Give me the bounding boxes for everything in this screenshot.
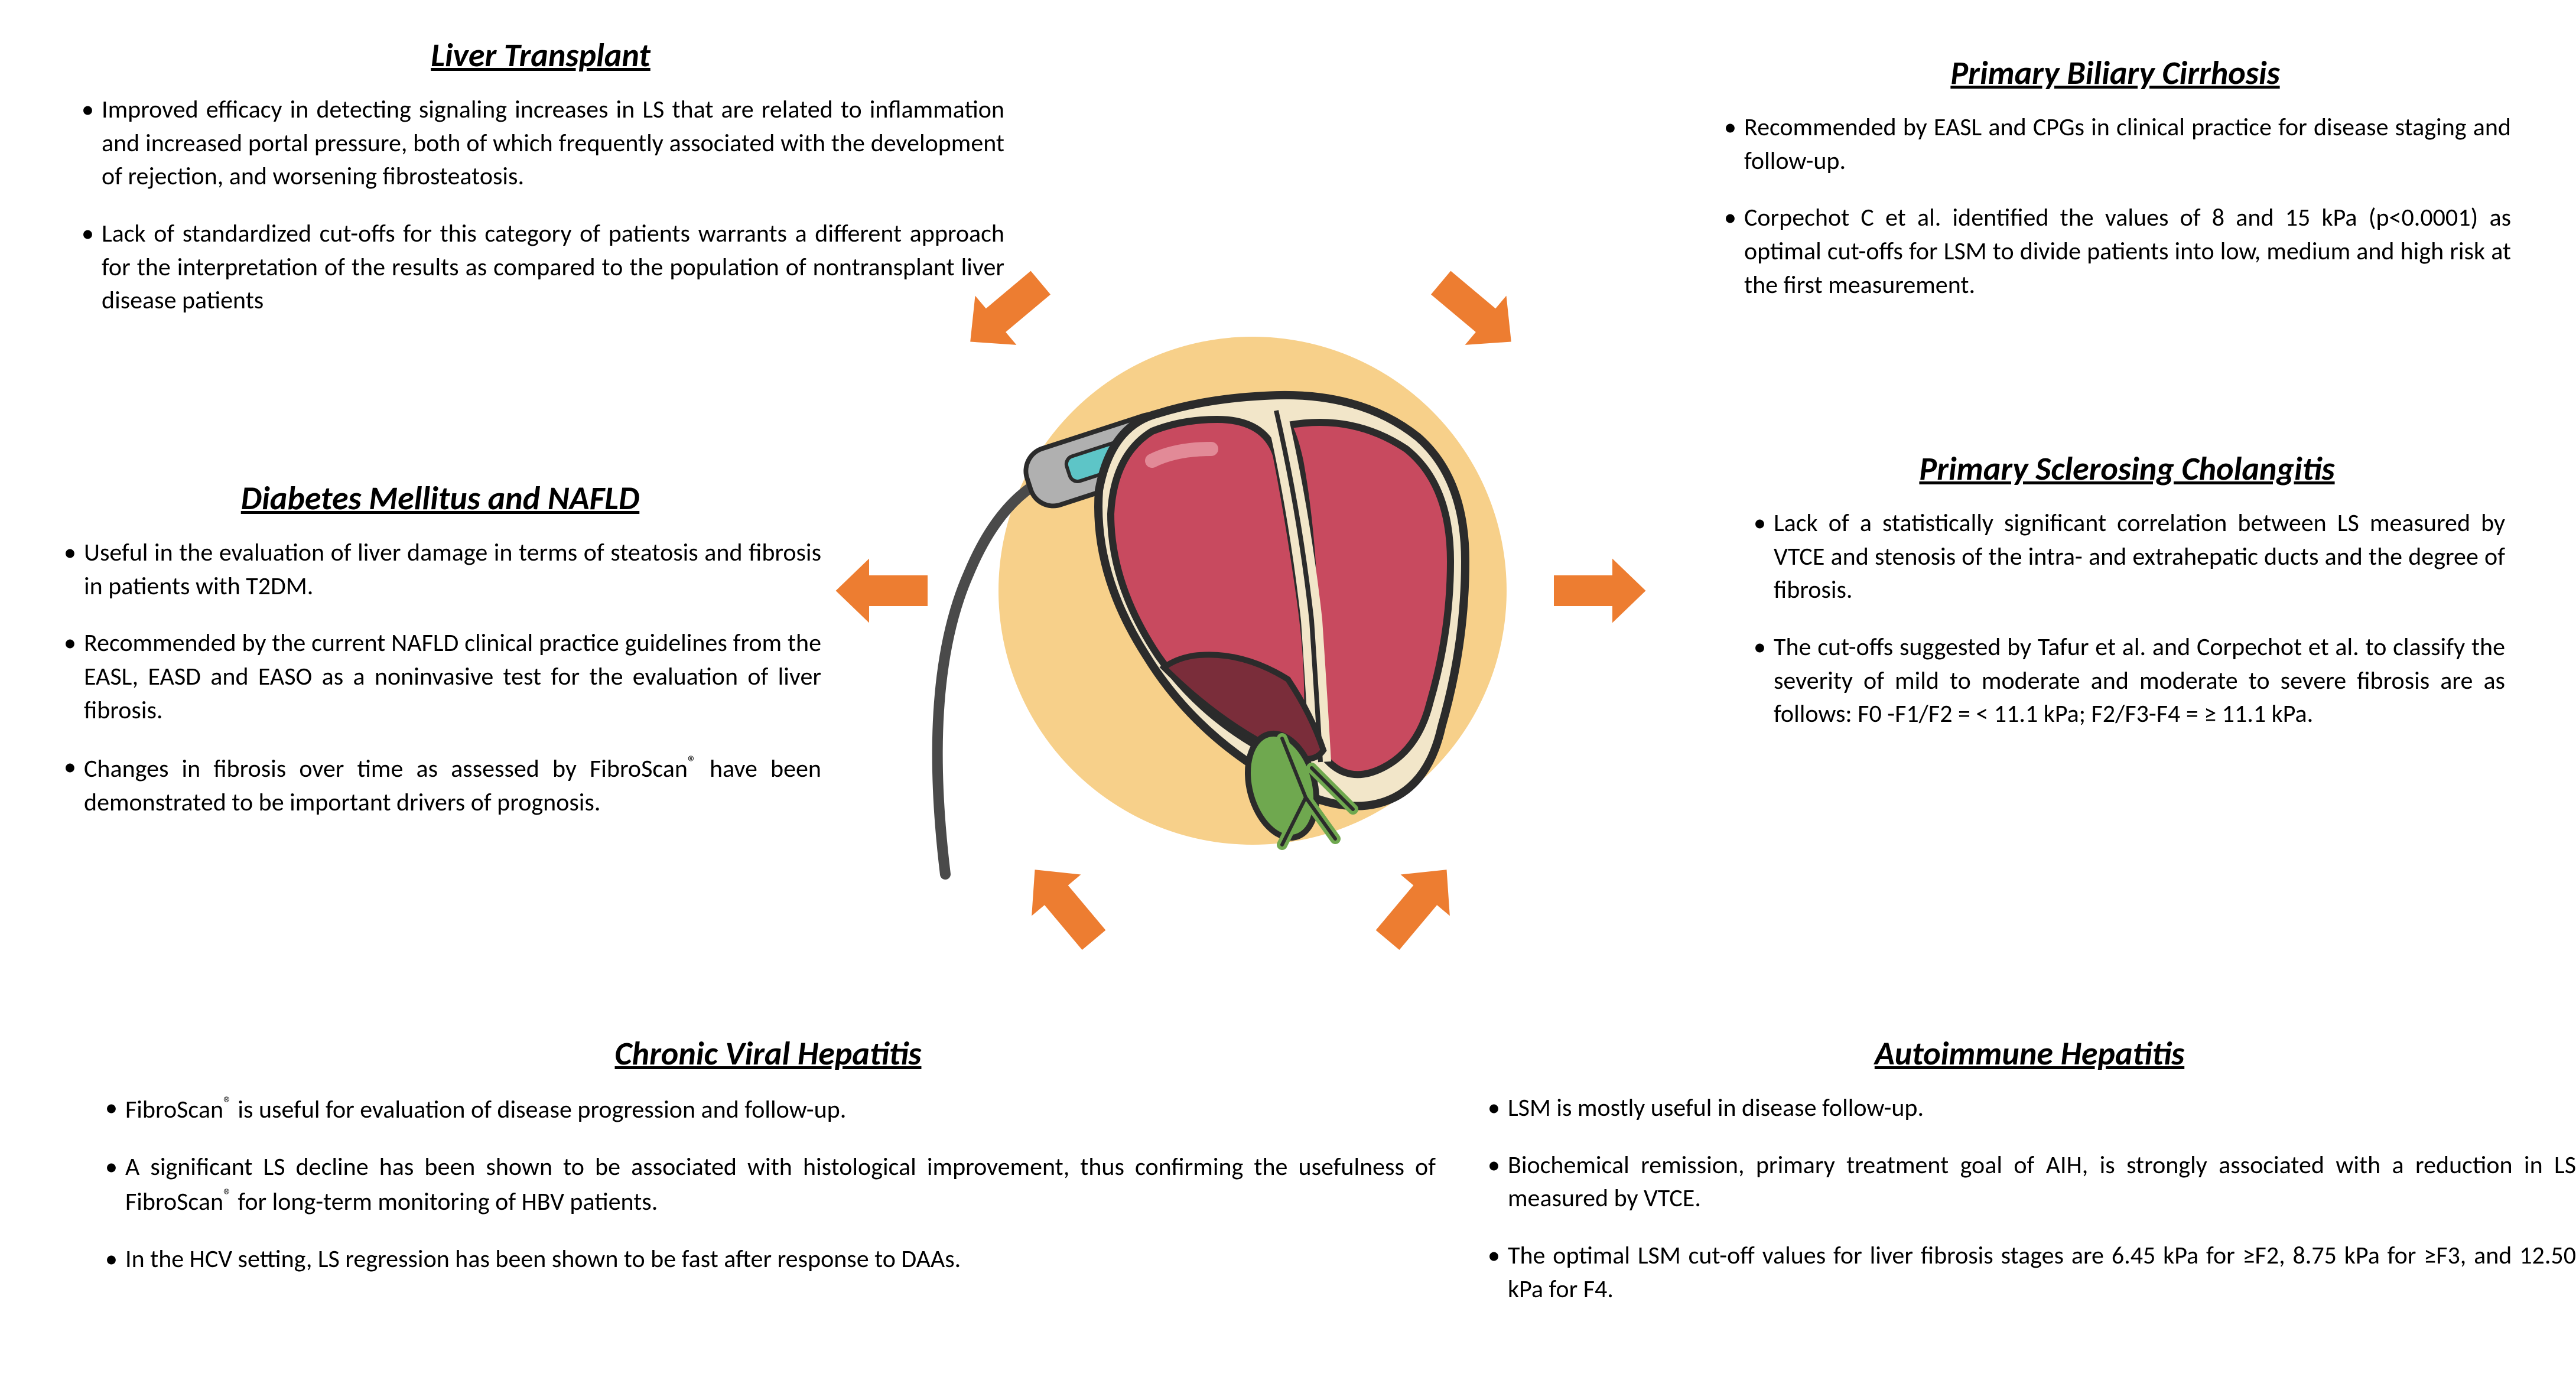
section-chronic-viral-hepatitis: Chronic Viral Hepatitis FibroScan® is us… <box>100 1034 1436 1300</box>
section-primary-sclerosing-cholangitis: Primary Sclerosing Cholangitis Lack of a… <box>1749 449 2505 755</box>
arrow-to-diabetes <box>833 555 928 626</box>
bullet: Changes in fibrosis over time as assesse… <box>59 751 821 819</box>
section-liver-transplant: Liver Transplant Improved efficacy in de… <box>77 35 1004 341</box>
bullets-primary-sclerosing-cholangitis: Lack of a statistically significant corr… <box>1749 507 2505 731</box>
bullet: Corpechot C et al. identified the values… <box>1719 201 2511 302</box>
title-primary-biliary-cirrhosis: Primary Biliary Cirrhosis <box>1719 53 2511 93</box>
title-chronic-viral-hepatitis: Chronic Viral Hepatitis <box>100 1034 1436 1074</box>
bullet: Lack of standardized cut-offs for this c… <box>77 217 1004 318</box>
bullet: Recommended by EASL and CPGs in clinical… <box>1719 111 2511 178</box>
bullet: In the HCV setting, LS regression has be… <box>100 1243 1436 1277</box>
title-diabetes-nafld: Diabetes Mellitus and NAFLD <box>59 478 821 519</box>
bullet: Lack of a statistically significant corr… <box>1749 507 2505 607</box>
bullet: Improved efficacy in detecting signaling… <box>77 93 1004 194</box>
bullet: A significant LS decline has been shown … <box>100 1151 1436 1219</box>
bullet: Useful in the evaluation of liver damage… <box>59 536 821 603</box>
bullet: The cut-offs suggested by Tafur et al. a… <box>1749 631 2505 731</box>
title-autoimmune-hepatitis: Autoimmune Hepatitis <box>1483 1034 2576 1074</box>
infographic-root: Liver Transplant Improved efficacy in de… <box>24 18 2552 1356</box>
bullet: The optimal LSM cut-off values for liver… <box>1483 1239 2576 1306</box>
title-liver-transplant: Liver Transplant <box>77 35 1004 76</box>
bullets-autoimmune-hepatitis: LSM is mostly useful in disease follow-u… <box>1483 1092 2576 1306</box>
section-autoimmune-hepatitis: Autoimmune Hepatitis LSM is mostly usefu… <box>1483 1034 2576 1330</box>
bullet: Recommended by the current NAFLD clinica… <box>59 627 821 727</box>
bullets-liver-transplant: Improved efficacy in detecting signaling… <box>77 93 1004 318</box>
section-diabetes-nafld: Diabetes Mellitus and NAFLD Useful in th… <box>59 478 821 844</box>
bullet: LSM is mostly useful in disease follow-u… <box>1483 1092 2576 1125</box>
bullet: Biochemical remission, primary treatment… <box>1483 1149 2576 1216</box>
bullet: FibroScan® is useful for evaluation of d… <box>100 1092 1436 1127</box>
bullets-primary-biliary-cirrhosis: Recommended by EASL and CPGs in clinical… <box>1719 111 2511 302</box>
arrow-to-psc <box>1554 555 1648 626</box>
bullets-diabetes-nafld: Useful in the evaluation of liver damage… <box>59 536 821 820</box>
section-primary-biliary-cirrhosis: Primary Biliary Cirrhosis Recommended by… <box>1719 53 2511 325</box>
title-primary-sclerosing-cholangitis: Primary Sclerosing Cholangitis <box>1749 449 2505 489</box>
bullets-chronic-viral-hepatitis: FibroScan® is useful for evaluation of d… <box>100 1092 1436 1277</box>
